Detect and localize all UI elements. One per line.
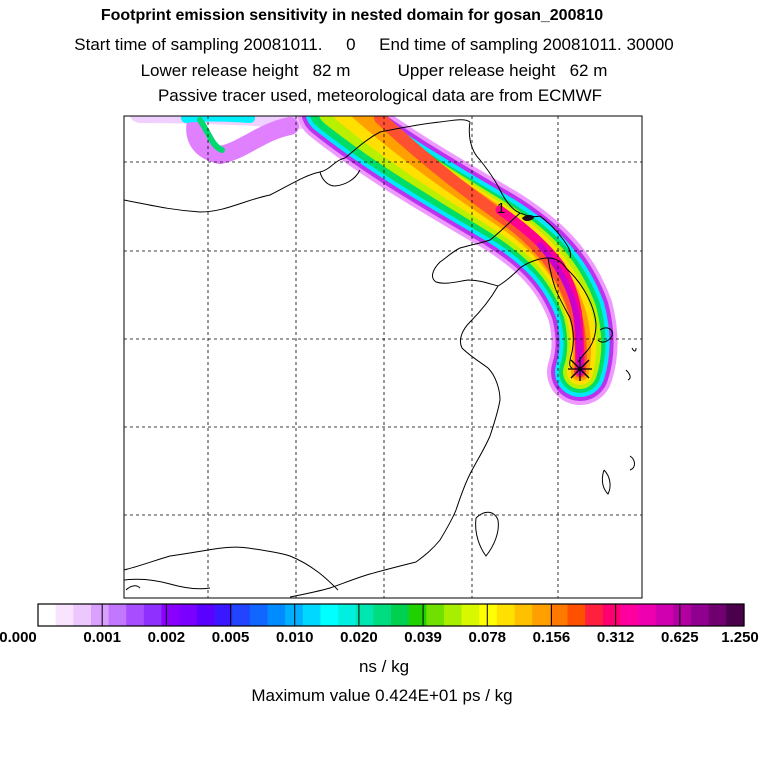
colorbar-cell <box>655 604 674 626</box>
colorbar-cell <box>514 604 533 626</box>
contour-label: 1 <box>497 200 505 217</box>
colorbar-cell <box>638 604 657 626</box>
colorbar-cell <box>73 604 92 626</box>
colorbar-cell <box>143 604 163 626</box>
colorbar-cell <box>108 604 127 626</box>
colorbar-tick-label: 0.078 <box>468 629 507 646</box>
tracer-info-line: Passive tracer used, meteorological data… <box>157 86 603 105</box>
colorbar-cell <box>267 604 286 626</box>
colorbar-cell <box>426 604 445 626</box>
colorbar-tick-label: 0.000 <box>0 629 37 646</box>
colorbar-cell <box>391 604 410 626</box>
colorbar-cell <box>443 604 463 626</box>
colorbar-cell <box>708 604 727 626</box>
colorbar-cell <box>90 604 110 626</box>
colorbar-cell <box>355 604 374 626</box>
colorbar-cell <box>55 604 74 626</box>
colorbar-cell <box>479 604 498 626</box>
colorbar-cell <box>320 604 339 626</box>
colorbar-cell <box>496 604 516 626</box>
colorbar-cell <box>602 604 622 626</box>
colorbar-cell <box>549 604 569 626</box>
colorbar-cell <box>620 604 639 626</box>
max-contour <box>522 215 534 221</box>
colorbar-cell <box>373 604 392 626</box>
colorbar-tick-label: 1.250 <box>721 629 759 646</box>
colorbar-tick-label: 0.001 <box>83 629 121 646</box>
map-frame <box>123 115 643 599</box>
colorbar-units: ns / kg <box>358 657 410 676</box>
colorbar-cell <box>691 604 710 626</box>
colorbar-cell <box>126 604 145 626</box>
sampling-time-line: Start time of sampling 20081011. 0 End t… <box>74 35 674 54</box>
footprint-plume <box>129 116 618 405</box>
colorbar-tick-label: 0.002 <box>147 629 186 646</box>
colorbar-cell <box>726 604 745 626</box>
colorbar-tick-label: 0.010 <box>275 629 314 646</box>
colorbar-cell <box>532 604 551 626</box>
colorbar-tick-label: 0.020 <box>340 629 378 646</box>
colorbar-cell <box>302 604 321 626</box>
colorbar-cell <box>408 604 427 626</box>
grid-lines <box>124 116 642 598</box>
colorbar-tick-label: 0.156 <box>532 629 571 646</box>
colorbar-cell <box>161 604 180 626</box>
star-icon <box>568 357 592 381</box>
colorbar-cell <box>38 604 57 626</box>
colorbar-cell <box>214 604 233 626</box>
plot-title: Footprint emission sensitivity in nested… <box>100 7 604 24</box>
colorbar-tick-label: 0.625 <box>661 629 699 646</box>
colorbar-tick-label: 0.312 <box>596 629 635 646</box>
colorbar-cell <box>249 604 269 626</box>
colorbar-cell <box>285 604 304 626</box>
coastlines <box>124 119 637 598</box>
colorbar-cell <box>232 604 251 626</box>
maximum-value: Maximum value 0.424E+01 ps / kg <box>251 686 513 705</box>
colorbar-cell <box>567 604 586 626</box>
colorbar-cell <box>196 604 216 626</box>
colorbar-tick-label: 0.039 <box>404 629 442 646</box>
colorbar-cell <box>673 604 692 626</box>
colorbar-cell <box>585 604 604 626</box>
colorbar-cell <box>461 604 480 626</box>
release-height-line: Lower release height 82 m Upper release … <box>140 61 608 80</box>
colorbar-tick-label: 0.005 <box>211 629 250 646</box>
colorbar-cell <box>179 604 198 626</box>
colorbar-cell <box>338 604 357 626</box>
